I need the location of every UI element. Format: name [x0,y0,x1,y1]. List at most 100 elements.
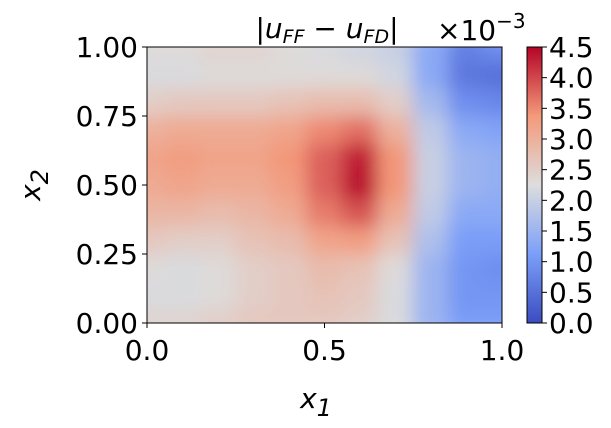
contour-cell [306,253,343,283]
contour-cell [235,170,272,200]
contour-cell [199,225,237,255]
contour-cell [199,170,237,200]
contour-cell [270,281,308,310]
contour-cell [164,115,201,145]
contour-cell [341,225,379,255]
contour-cell [306,225,343,255]
contour-cell [147,143,166,172]
contour-cell [448,308,485,323]
contour-cell [483,143,502,172]
contour-cell [412,47,450,62]
y-tick-label: 0.75 [76,100,138,133]
contour-cell [235,308,272,323]
contour-cell [341,47,379,62]
contour-cell [270,308,308,323]
contour-cell [164,225,201,255]
contour-cell [377,225,414,255]
contour-cell [412,198,450,227]
chart-title: |uFF − uFD| [255,12,398,48]
contour-cell [164,253,201,283]
contour-cell [306,47,343,62]
contour-cell [306,170,343,200]
contour-cell [483,170,502,200]
contour-cell [412,253,450,283]
contour-cell [164,170,201,200]
contour-cell [448,115,485,145]
contour-cell [341,253,379,283]
contour-cell [483,225,502,255]
colorbar-tick-label: 0.5 [549,276,594,309]
contour-cell [147,253,166,283]
colorbar-tick-label: 0.0 [549,307,594,340]
contour-cell [377,170,414,200]
contour-cell [377,281,414,310]
colorbar-tick-label: 1.0 [549,246,594,279]
contour-cell [483,60,502,89]
colorbar-tick-label: 3.5 [549,92,594,125]
contour-cell [164,87,201,117]
contour-cell [448,225,485,255]
contour-cell [448,47,485,62]
contour-cell [483,198,502,227]
contour-cell [235,60,272,89]
contour-cell [341,87,379,117]
contour-cell [235,253,272,283]
contour-cell [306,115,343,145]
contour-cell [306,60,343,89]
contour-cell [341,281,379,310]
y-tick-label: 0.00 [76,307,138,340]
contour-cell [164,198,201,227]
contour-cell [270,115,308,145]
contour-cell [341,115,379,145]
contour-cell [412,87,450,117]
contour-cell [164,143,201,172]
contour-cell [147,281,166,310]
contour-cell [483,47,502,62]
contour-cell [448,60,485,89]
x-tick-label: 0.5 [302,334,347,367]
contour-cell [412,60,450,89]
contour-cell [270,198,308,227]
contour-cell [412,170,450,200]
contour-cell [147,87,166,117]
contour-cell [483,253,502,283]
contour-cell [270,60,308,89]
contour-cell [199,115,237,145]
colorbar-tick-label: 2.5 [549,154,594,187]
contour-cell [448,143,485,172]
contour-cell [147,47,166,62]
contour-cell [235,115,272,145]
contour-cell [270,143,308,172]
y-tick-label: 0.25 [76,238,138,271]
contour-cell [199,198,237,227]
contour-cell [448,198,485,227]
contour-cell [448,253,485,283]
contour-cell [306,308,343,323]
y-tick-label: 0.50 [76,169,138,202]
contour-cell [270,47,308,62]
colorbar-tick-label: 3.0 [549,123,594,156]
contour-cell [448,87,485,117]
contour-cell [164,60,201,89]
contour-cell [147,115,166,145]
contour-cell [235,225,272,255]
contour-cell [270,253,308,283]
contour-cell [306,198,343,227]
contour-cell [377,143,414,172]
contour-cell [377,115,414,145]
contour-cell [412,281,450,310]
contour-field [147,47,502,323]
colorbar-tick-label: 1.5 [549,215,594,248]
contour-cell [412,115,450,145]
contour-cell [235,87,272,117]
contour-cell [164,281,201,310]
contour-cell [164,47,201,62]
contour-cell [147,225,166,255]
contour-cell [448,281,485,310]
colorbar-tick-label: 2.0 [549,184,594,217]
contour-cell [199,47,237,62]
contour-cell [147,60,166,89]
contour-cell [164,308,201,323]
contour-cell [483,308,502,323]
